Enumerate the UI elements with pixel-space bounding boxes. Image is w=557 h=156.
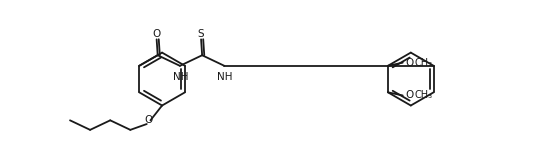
Text: O: O bbox=[145, 115, 153, 125]
Text: O: O bbox=[405, 90, 414, 100]
Text: S: S bbox=[198, 29, 204, 39]
Text: O: O bbox=[153, 29, 161, 39]
Text: CH₃: CH₃ bbox=[414, 90, 432, 100]
Text: NH: NH bbox=[217, 72, 233, 82]
Text: CH₃: CH₃ bbox=[414, 58, 432, 68]
Text: O: O bbox=[405, 58, 414, 68]
Text: NH: NH bbox=[173, 72, 188, 82]
